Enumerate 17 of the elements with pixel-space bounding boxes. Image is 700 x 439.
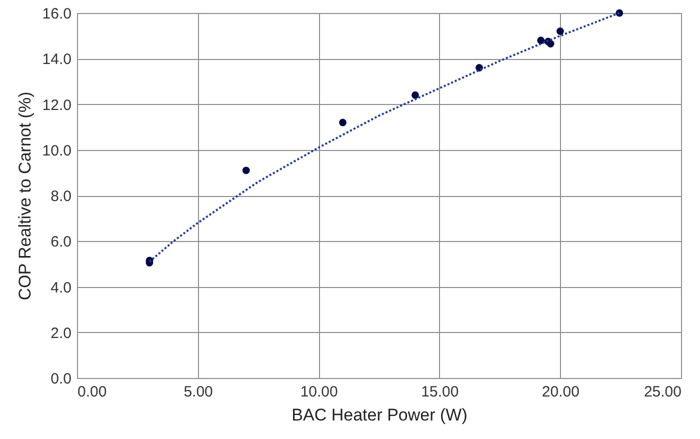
- y-tick-label: 12.0: [42, 96, 72, 114]
- y-tick-label: 6.0: [50, 234, 72, 251]
- x-tick-label: 20.00: [542, 384, 580, 400]
- y-tick-label: 8.0: [50, 188, 72, 205]
- y-tick-label: 0.0: [50, 370, 72, 388]
- y-tick-label: 10.0: [42, 142, 72, 160]
- y-tick-label: 16.0: [42, 6, 72, 22]
- x-tick-label: 10.00: [300, 384, 338, 400]
- x-tick-label: 5.00: [184, 384, 213, 400]
- x-axis-title: BAC Heater Power (W): [292, 406, 468, 424]
- x-tick-label: 15.00: [421, 384, 459, 400]
- y-axis-title: COP Realtive to Carnot (%): [15, 92, 34, 300]
- y-tick-label: 2.0: [50, 324, 72, 342]
- x-tick-label: 0.00: [78, 384, 107, 400]
- y-tick-label: 4.0: [50, 279, 72, 296]
- y-tick-label: 14.0: [42, 51, 72, 68]
- x-tick-label: 25.00: [644, 384, 682, 400]
